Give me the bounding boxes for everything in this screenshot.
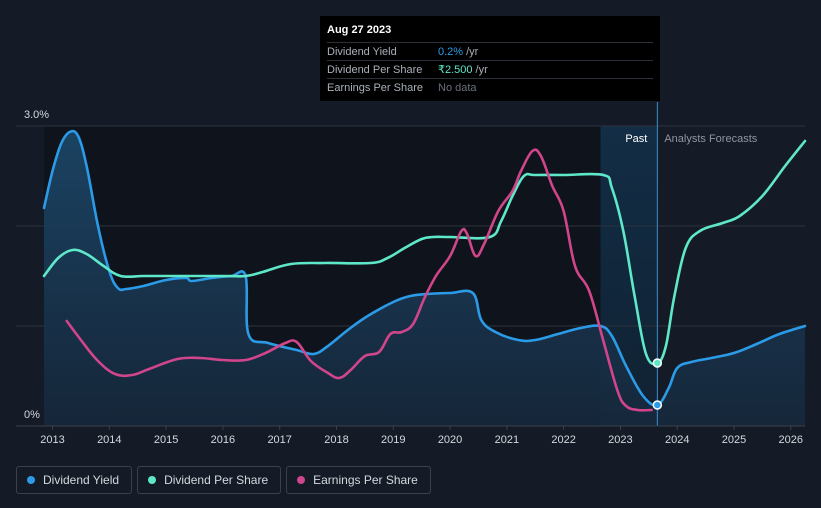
y-tick-bottom: 0% [24,409,40,421]
past-label: Past [625,133,647,145]
tooltip-row-dividend-per-share: Dividend Per Share ₹2.500/yr [327,60,653,78]
x-tick-label: 2017 [267,434,291,446]
x-tick-label: 2019 [381,434,405,446]
x-tick-label: 2026 [779,434,803,446]
tooltip-row-dividend-yield: Dividend Yield 0.2%/yr [327,42,653,60]
tooltip-row-label: Earnings Per Share [327,81,423,94]
x-tick-label: 2024 [665,434,689,446]
legend-item-dividend-yield[interactable]: Dividend Yield [16,466,133,494]
dividend-yield-area [44,131,805,426]
legend-label: Dividend Yield [43,473,120,487]
dividend-yield-marker [652,400,663,410]
chart-legend: Dividend Yield Dividend Per Share Earnin… [16,466,431,494]
tooltip-row-label: Dividend Yield [327,45,397,58]
x-tick-label: 2023 [608,434,632,446]
tooltip-row-value: 0.2% [438,45,464,58]
forecast-label: Analysts Forecasts [664,133,757,145]
x-tick-label: 2022 [551,434,575,446]
legend-dot-icon [297,476,306,484]
legend-item-dividend-per-share[interactable]: Dividend Per Share [137,466,282,494]
x-tick-label: 2014 [97,434,121,446]
dividend-per-share-marker [652,358,663,368]
series-layer [42,129,807,426]
x-tick-label: 2015 [154,434,178,446]
x-tick-label: 2016 [211,434,235,446]
legend-item-earnings-per-share[interactable]: Earnings Per Share [286,466,431,494]
x-axis-ticks: 2013 2014 2015 2016 2017 2018 2019 2020 2021 2022… [40,426,803,446]
dividend-per-share-line [42,139,807,366]
tooltip-row-unit: /yr [475,64,488,76]
current-point-markers [652,358,663,410]
x-tick-label: 2020 [438,434,462,446]
x-tick-label: 2018 [324,434,348,446]
legend-dot-icon [148,476,157,484]
tooltip-row-label: Dividend Per Share [327,63,423,76]
tooltip-date: Aug 27 2023 [327,24,392,36]
tooltip-row-value: No data [438,81,477,94]
earnings-per-share-line [65,148,653,412]
hover-tooltip: Aug 27 2023 Dividend Yield 0.2%/yr Divid… [320,16,660,101]
legend-dot-icon [27,476,35,484]
y-tick-top: 3.0% [24,109,49,121]
x-tick-label: 2013 [40,434,64,446]
tooltip-row-value: ₹2.500 [438,64,473,76]
legend-label: Earnings Per Share [313,473,418,487]
tooltip-row-unit: /yr [466,45,479,58]
legend-label: Dividend Per Share [164,473,269,487]
tooltip-row-earnings-per-share: Earnings Per Share No data [327,78,653,96]
x-tick-label: 2021 [495,434,519,446]
x-tick-label: 2025 [722,434,746,446]
